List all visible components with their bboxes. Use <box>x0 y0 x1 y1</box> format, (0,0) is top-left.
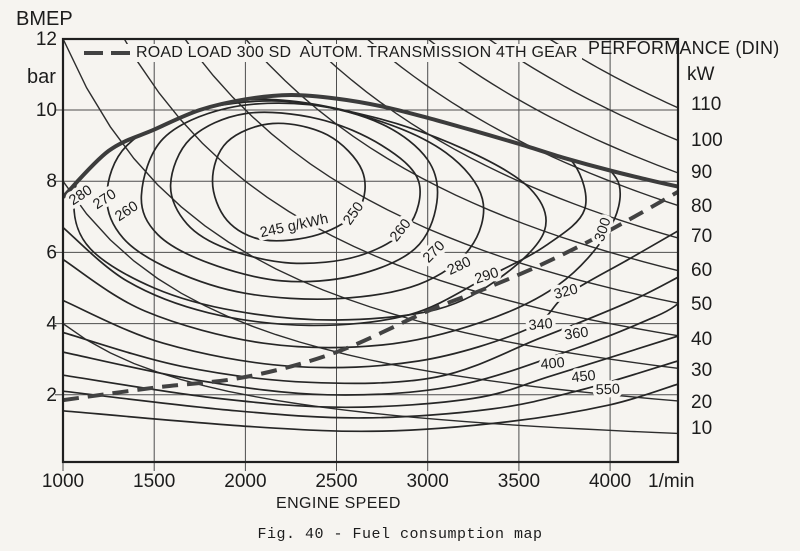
fuel-contour-320 <box>63 230 678 369</box>
kw-tick-label-60: 60 <box>691 260 712 281</box>
kw-tick-label-50: 50 <box>691 294 712 315</box>
contour-label-280: 280 <box>445 254 474 279</box>
x-axis-title: ENGINE SPEED <box>276 495 401 512</box>
fuel-contour-450 <box>63 360 678 419</box>
x-tick-label-3500: 3500 <box>498 471 540 492</box>
fuel-contour-550 <box>63 383 678 433</box>
contour-label-340: 340 <box>528 316 554 334</box>
y-tick-label-4: 4 <box>46 314 57 335</box>
full-load-curve <box>63 92 678 199</box>
contour-label-360: 360 <box>563 324 589 343</box>
x-axis-unit-label: 1/min <box>648 471 694 492</box>
fuel-contour-300 <box>63 152 622 349</box>
right-axis-title: PERFORMANCE (DIN) <box>588 38 780 58</box>
legend: ROAD LOAD 300 SD AUTOM. TRANSMISSION 4TH… <box>84 44 582 62</box>
road-load-curve <box>63 190 678 403</box>
contour-label-550: 550 <box>595 382 620 399</box>
contour-label-245: 245 g/kWh <box>259 211 330 241</box>
y-tick-label-2: 2 <box>46 385 57 406</box>
x-tick-label-4000: 4000 <box>589 471 631 492</box>
kw-tick-label-80: 80 <box>691 196 712 217</box>
kw-tick-label-110: 110 <box>691 94 721 115</box>
power-curve-80kw <box>366 39 678 207</box>
kw-tick-label-30: 30 <box>691 360 712 381</box>
power-curve-70kw <box>305 39 678 239</box>
power-curve-50kw <box>184 39 678 304</box>
kw-tick-label-40: 40 <box>691 329 712 350</box>
contour-label-270: 270 <box>420 238 448 266</box>
x-tick-label-1000: 1000 <box>42 471 84 492</box>
plot-frame <box>61 37 680 464</box>
x-tick-label-2000: 2000 <box>224 471 266 492</box>
kw-tick-label-70: 70 <box>691 226 712 247</box>
fuel-contour-270 <box>105 100 485 301</box>
fuel-contour-290 <box>63 137 587 327</box>
road-load-line-sample <box>84 51 132 55</box>
y-axis-unit: bar <box>27 66 56 88</box>
grid <box>55 39 678 471</box>
contour-label-250: 250 <box>340 199 367 228</box>
fuel-contour-360 <box>63 303 678 396</box>
contour-label-320: 320 <box>552 281 580 303</box>
tick-labels: 1000 1500 2000 2500 3000 3500 4000 1/min 12 10 8 6 4… <box>36 29 723 492</box>
y-tick-label-6: 6 <box>46 242 57 263</box>
y-tick-label-8: 8 <box>46 171 57 192</box>
kw-tick-label-100: 100 <box>691 130 723 151</box>
y-axis-title: BMEP <box>16 8 73 30</box>
right-axis-unit: kW <box>687 64 715 85</box>
figure-caption: Fig. 40 - Fuel consumption map <box>257 526 543 543</box>
y-tick-label-10: 10 <box>36 100 57 121</box>
x-tick-label-2500: 2500 <box>315 471 357 492</box>
power-curve-30kw <box>63 39 678 369</box>
y-tick-label-12: 12 <box>36 29 57 50</box>
power-curve-40kw <box>123 39 678 337</box>
legend-label: ROAD LOAD 300 SD AUTOM. TRANSMISSION 4TH… <box>136 44 578 61</box>
kw-tick-label-20: 20 <box>691 392 712 413</box>
contour-label-300: 300 <box>592 216 615 244</box>
power-curve-60kw <box>244 39 678 272</box>
fuel-contour-340 <box>63 276 678 385</box>
fuel-contour-260 <box>140 102 439 283</box>
kw-tick-label-90: 90 <box>691 162 712 183</box>
power-curve-110kw <box>548 39 678 109</box>
kw-tick-label-10: 10 <box>691 418 712 439</box>
fuel-contour-400 <box>63 335 678 409</box>
x-tick-label-3000: 3000 <box>407 471 449 492</box>
x-tick-label-1500: 1500 <box>133 471 175 492</box>
fuel-contour-245 <box>211 122 366 242</box>
contour-label-400: 400 <box>540 355 566 373</box>
contour-label-260: 260 <box>112 198 141 225</box>
fuel-contour-250 <box>169 111 421 265</box>
contour-label-450: 450 <box>571 368 597 386</box>
